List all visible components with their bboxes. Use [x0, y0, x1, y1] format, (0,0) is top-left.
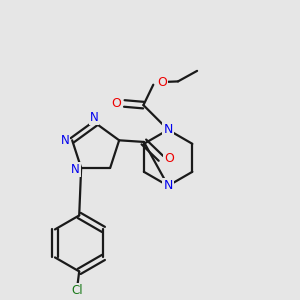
Text: O: O	[111, 97, 121, 110]
Text: Cl: Cl	[72, 284, 83, 297]
Text: N: N	[61, 134, 69, 147]
Text: O: O	[158, 76, 167, 88]
Text: N: N	[90, 111, 98, 124]
Text: O: O	[164, 152, 174, 165]
Text: N: N	[71, 164, 80, 176]
Text: N: N	[164, 123, 173, 136]
Text: N: N	[164, 179, 173, 192]
